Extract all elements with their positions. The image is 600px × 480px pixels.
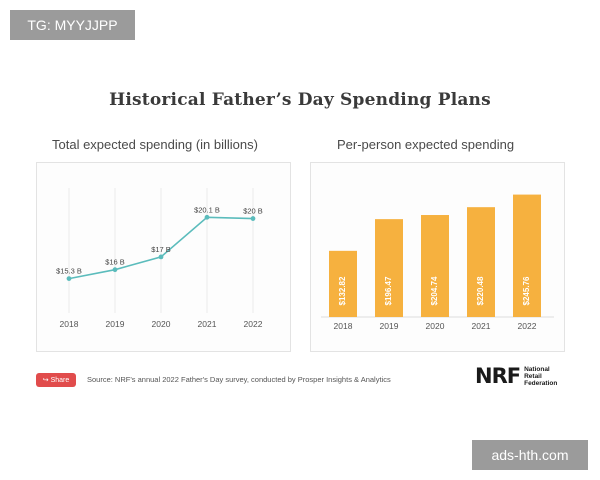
point-2020 — [158, 254, 164, 260]
share-label: Share — [50, 376, 70, 384]
tick-label-2022: 2022 — [518, 321, 537, 331]
watermark-top: TG: MYYJJPP — [10, 10, 135, 40]
bar-2018 — [329, 250, 357, 317]
nrf-logo: NRF National Retail Federation — [475, 364, 558, 388]
point-2021 — [204, 214, 210, 220]
share-button[interactable]: ↪ Share — [36, 373, 76, 387]
tick-label-2018: 2018 — [60, 319, 79, 329]
bar-2022 — [513, 194, 541, 317]
bar-chart: $132.82 2018 $196.47 2019 $204.74 2020 $220.48… — [321, 194, 554, 331]
share-icon: ↪ — [42, 376, 49, 384]
logo-mark: NRF — [475, 364, 521, 388]
data-label-2018: $132.82 — [338, 276, 347, 305]
source-note: Source: NRF's annual 2022 Father's Day s… — [87, 375, 391, 384]
data-label-2020: $17 B — [151, 245, 171, 254]
data-label-2019: $16 B — [105, 258, 125, 267]
bar-2020 — [421, 215, 449, 317]
data-label-2021: $20.1 B — [194, 205, 220, 214]
main-title: Historical Father’s Day Spending Plans — [109, 90, 491, 110]
watermark-bottom: ads-hth.com — [472, 440, 588, 470]
tick-label-2021: 2021 — [198, 319, 217, 329]
tick-label-2022: 2022 — [244, 319, 263, 329]
line-chart-panel: $15.3 B 2018 $16 B 2019 $17 B 2020 $20.1 B 2021… — [36, 162, 291, 352]
logo-text: National Retail Federation — [524, 366, 558, 387]
tick-label-2020: 2020 — [152, 319, 171, 329]
tick-label-2020: 2020 — [426, 321, 445, 331]
tick-label-2019: 2019 — [380, 321, 399, 331]
data-label-2022: $245.76 — [522, 276, 531, 305]
point-2018 — [66, 276, 72, 282]
bar-2019 — [375, 219, 403, 317]
bar-chart-panel: $132.82 2018 $196.47 2019 $204.74 2020 $220.48… — [310, 162, 565, 352]
data-label-2021: $220.48 — [476, 276, 485, 305]
data-label-2020: $204.74 — [430, 276, 439, 305]
tick-label-2018: 2018 — [334, 321, 353, 331]
tick-label-2019: 2019 — [106, 319, 125, 329]
data-label-2018: $15.3 B — [56, 267, 82, 276]
point-2019 — [112, 267, 118, 273]
line-chart: $15.3 B 2018 $16 B 2019 $17 B 2020 $20.1 B 2021… — [56, 188, 263, 329]
bar-chart-title: Per-person expected spending — [337, 137, 515, 152]
line-chart-title: Total expected spending (in billions) — [52, 137, 258, 152]
tick-label-2021: 2021 — [472, 321, 491, 331]
bar-2021 — [467, 207, 495, 317]
data-label-2022: $20 B — [243, 207, 263, 216]
data-label-2019: $196.47 — [384, 276, 393, 305]
point-2022 — [250, 216, 256, 221]
